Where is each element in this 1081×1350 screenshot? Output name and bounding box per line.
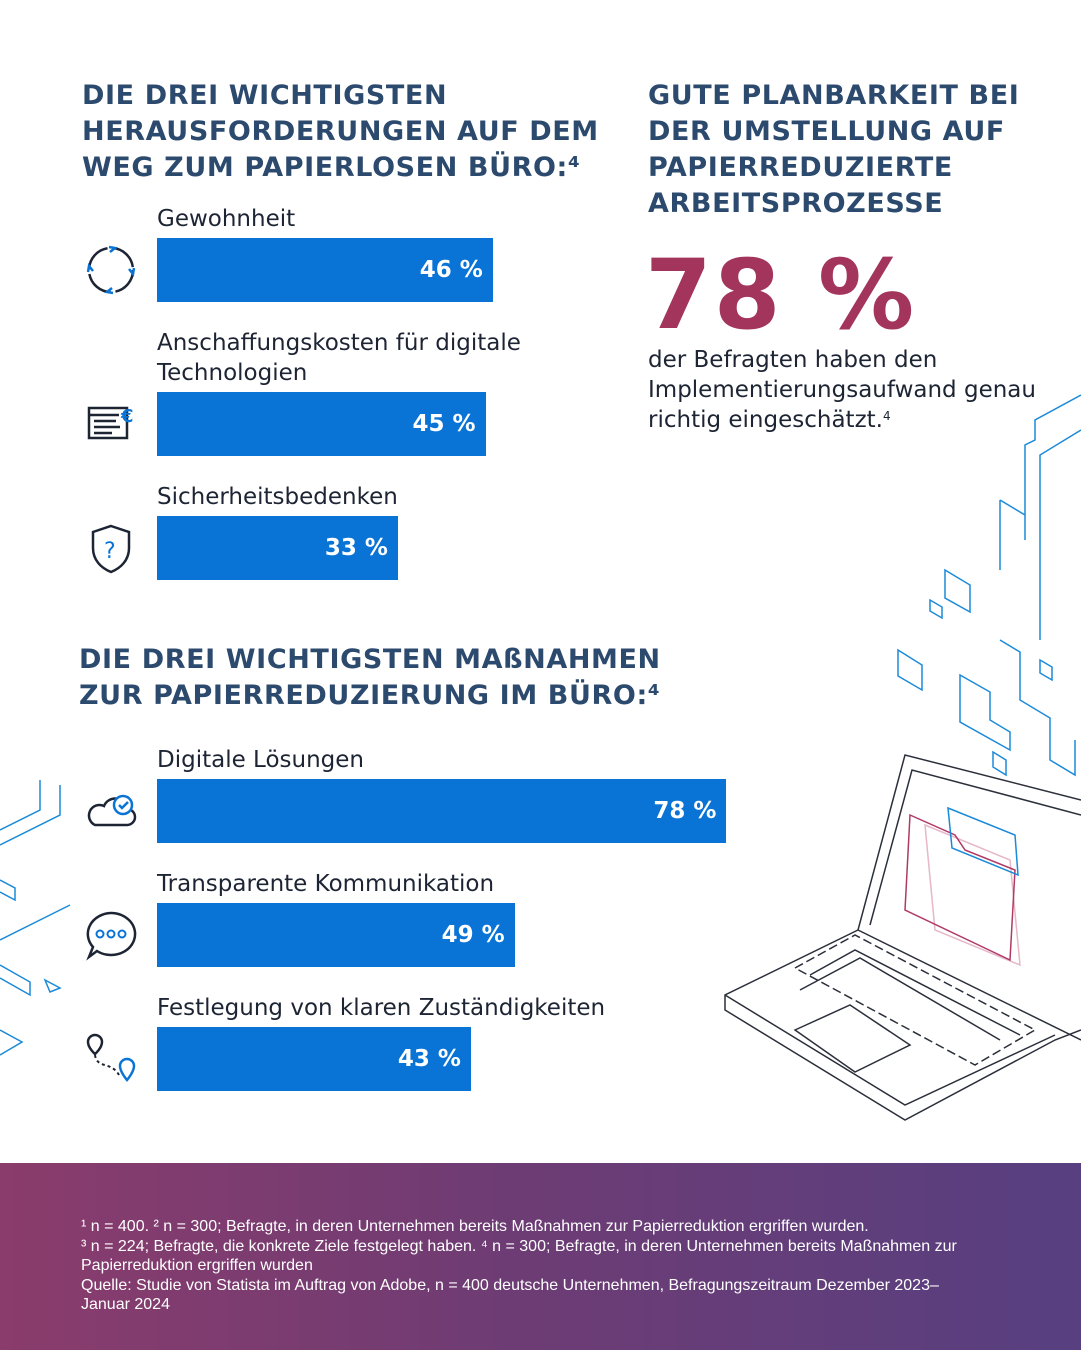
circuit-lines-right: [897, 394, 1081, 777]
bar-row: Transparente Kommunikation 49 %: [86, 869, 726, 967]
footnote-marker: 4: [882, 409, 891, 423]
footnotes: ¹ n = 400. ² n = 300; Befragte, in deren…: [81, 1217, 981, 1315]
category-label: Sicherheitsbedenken: [157, 484, 398, 510]
value-label: 78 %: [653, 798, 717, 824]
route-pins-icon: [86, 1033, 136, 1082]
chat-bubble-icon: [86, 911, 137, 961]
footnote-line: ¹ n = 400. ² n = 300; Befragte, in deren…: [81, 1218, 869, 1235]
measures-bar-chart: Digitale Lösungen 78 % Transparente Kommun…: [86, 745, 727, 1117]
bar: 78 %: [157, 779, 727, 843]
folder-icon: [904, 806, 1021, 967]
challenges-heading: DIE DREI WICHTIGSTEN HERAUSFORDERUNGEN A…: [82, 80, 599, 183]
category-label: Anschaffungskosten für digitale Technolo…: [157, 330, 521, 386]
category-label: Transparente Kommunikation: [157, 871, 495, 897]
value-label: 33 %: [324, 535, 388, 561]
svg-text:€: €: [120, 406, 134, 427]
value-label: 46 %: [419, 257, 483, 283]
bar: 46 %: [157, 238, 493, 302]
value-label: 45 %: [412, 411, 476, 437]
highlight-description: der Befragten haben den Implementierungs…: [648, 347, 1036, 433]
bar: 43 %: [157, 1027, 471, 1091]
bar-row: Sicherheitsbedenken 33 %?: [91, 482, 637, 580]
invoice-euro-icon: €: [87, 406, 134, 440]
category-label: Gewohnheit: [157, 206, 296, 232]
cloud-check-icon: [87, 794, 137, 827]
laptop-icon: [724, 754, 1081, 1121]
highlight-text: der Befragten haben den Implementierungs…: [648, 345, 1068, 435]
bar: 33 %: [157, 516, 398, 580]
bar: 49 %: [157, 903, 515, 967]
shield-question-icon: ?: [91, 524, 131, 574]
category-label: Festlegung von klaren Zuständigkeiten: [157, 995, 606, 1021]
measures-heading: DIE DREI WICHTIGSTEN MAßNAHMEN ZUR PAPIE…: [79, 644, 661, 711]
bar-row: Anschaffungskosten für digitale Technolo…: [87, 328, 637, 456]
footnote-line: ³ n = 224; Befragte, die konkrete Ziele …: [81, 1237, 957, 1275]
bar-row: Festlegung von klaren Zuständigkeiten 43 …: [86, 993, 726, 1091]
value-label: 43 %: [397, 1046, 461, 1072]
source-line: Quelle: Studie von Statista im Auftrag v…: [81, 1276, 939, 1314]
bar-row: Digitale Lösungen 78 %: [87, 745, 727, 843]
category-label: Digitale Lösungen: [157, 747, 364, 773]
bar-row: Gewohnheit 46 %: [86, 204, 637, 302]
bar: 45 %: [157, 392, 486, 456]
footer: ¹ n = 400. ² n = 300; Befragte, in deren…: [0, 1163, 1081, 1350]
svg-text:?: ?: [104, 539, 116, 564]
value-label: 49 %: [441, 922, 505, 948]
highlight-value: 78 %: [645, 239, 917, 351]
cycle-arrows-icon: [86, 245, 136, 295]
planning-heading: GUTE PLANBARKEIT BEI DER UMSTELLUNG AUF …: [648, 80, 1020, 219]
challenges-bar-chart: Gewohnheit 46 % Anschaffungskosten für dig…: [86, 204, 637, 606]
circuit-lines-left: [0, 780, 71, 1056]
